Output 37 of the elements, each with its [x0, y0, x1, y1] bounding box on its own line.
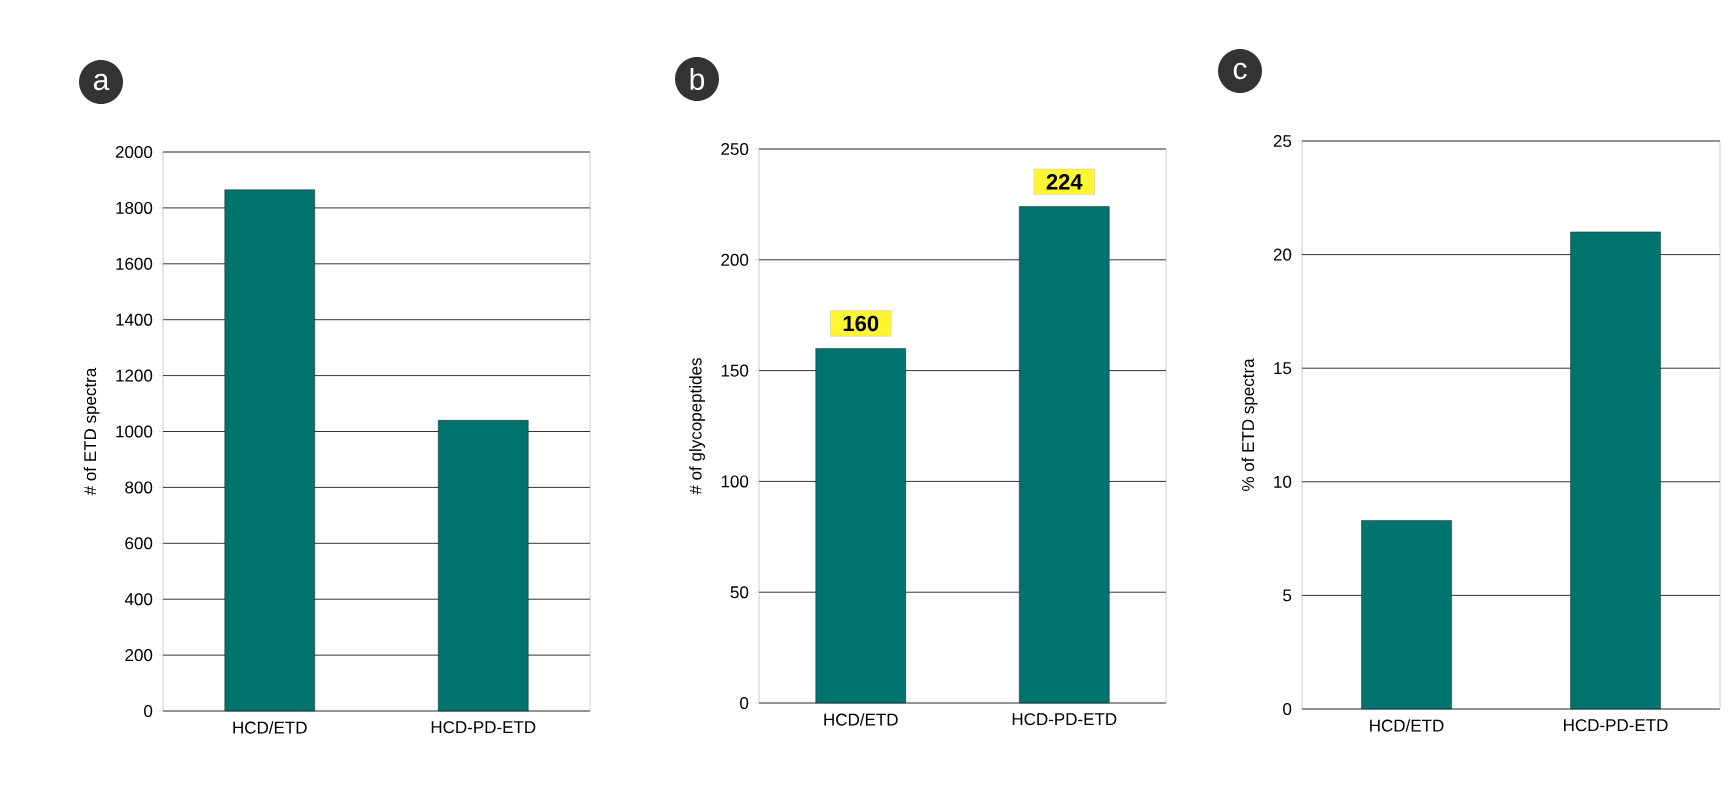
y-tick-label: 0: [1283, 702, 1292, 716]
chart-title: b: [690, 67, 705, 91]
y-tick-label: 100: [721, 475, 749, 488]
x-tick-label: HCD/ETD: [233, 721, 307, 734]
x-tick-label: HCD/ETD: [1370, 719, 1444, 732]
y-tick-label: 800: [125, 481, 153, 494]
y-tick-label: 250: [721, 142, 749, 156]
y-tick-label: 20: [1273, 248, 1292, 261]
y-tick-label: 1800: [116, 201, 153, 214]
x-tick-label: HCD-PD-ETD: [431, 721, 536, 734]
x-tick-label: HCD-PD-ETD: [1012, 713, 1117, 726]
y-axis-title: # of ETD spectra: [83, 367, 100, 496]
y-axis-title: % of ETD spectra: [1241, 358, 1258, 491]
y-tick-label: 50: [730, 586, 749, 599]
y-tick-label: 1400: [116, 313, 153, 326]
y-tick-label: 600: [125, 537, 153, 550]
y-tick-label: 1600: [116, 257, 153, 270]
y-tick-label: 1200: [116, 369, 153, 382]
y-tick-label: 5: [1283, 589, 1292, 602]
y-tick-label: 1000: [116, 425, 153, 438]
y-tick-label: 150: [721, 364, 749, 377]
y-tick-label: 200: [125, 649, 153, 662]
data-label: 160: [843, 315, 879, 332]
x-tick-label: HCD-PD-ETD: [1564, 719, 1668, 732]
y-tick-label: 15: [1274, 362, 1292, 375]
x-tick-label: HCD/ETD: [824, 713, 898, 726]
y-tick-label: 200: [721, 253, 749, 266]
chart-title: c: [1233, 62, 1247, 80]
y-tick-label: 0: [740, 696, 749, 710]
y-tick-label: 0: [144, 704, 153, 718]
y-tick-label: 10: [1274, 475, 1292, 488]
data-label: 224: [1046, 174, 1083, 190]
chart-title: a: [93, 73, 110, 91]
y-tick-label: 2000: [115, 145, 153, 159]
y-tick-label: 400: [124, 593, 153, 606]
y-axis-title: # of glycopeptides: [689, 358, 705, 495]
y-tick-label: 25: [1273, 134, 1292, 148]
